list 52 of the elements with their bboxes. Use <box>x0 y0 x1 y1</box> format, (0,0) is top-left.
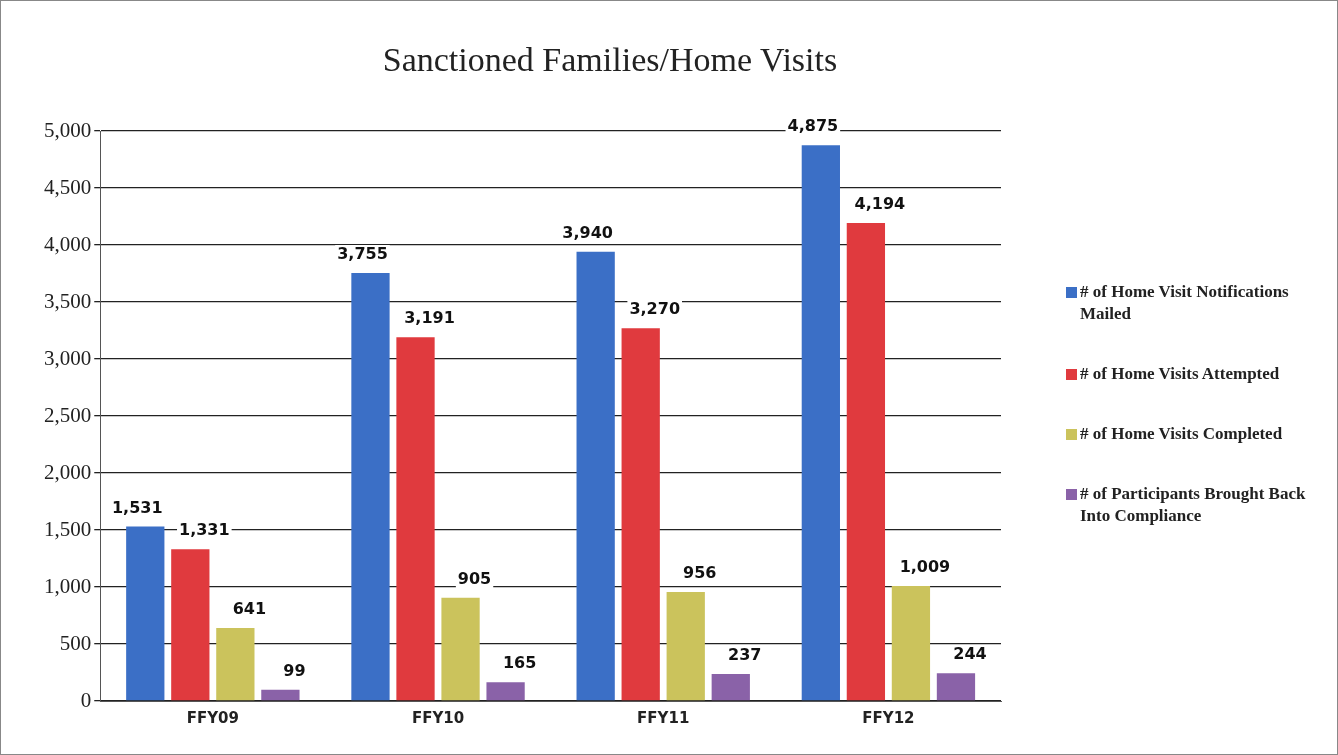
data-label: 1,331 <box>179 520 230 540</box>
y-tick-label: 2,500 <box>44 402 92 427</box>
legend-label: # of Home Visits Completed <box>1080 423 1283 445</box>
bar <box>441 597 480 701</box>
chart-title: Sanctioned Families/Home Visits <box>381 41 839 79</box>
data-label: 641 <box>232 599 267 619</box>
data-label: 99 <box>283 660 306 680</box>
legend-label: # of Home Visits Attempted <box>1080 363 1280 385</box>
y-tick-label: 3,000 <box>44 345 92 370</box>
data-label: 165 <box>502 653 537 673</box>
data-label: 3,755 <box>337 244 388 264</box>
x-tick-label: FFY09 <box>186 708 239 727</box>
y-tick-label: 1,500 <box>44 516 92 541</box>
data-label: 905 <box>457 568 492 588</box>
y-tick-label: 4,500 <box>44 174 92 199</box>
bar <box>891 585 931 701</box>
data-label: 3,191 <box>404 308 455 328</box>
x-tick-label: FFY10 <box>411 708 465 727</box>
bar <box>576 251 615 701</box>
y-tick-label: 1,000 <box>44 573 92 598</box>
bar <box>396 337 435 701</box>
y-tick-label: 4,000 <box>44 231 92 256</box>
bar <box>846 222 886 701</box>
data-label: 1,531 <box>111 497 163 517</box>
bar <box>936 673 976 701</box>
bar <box>666 592 705 701</box>
bar <box>216 627 255 701</box>
y-tick-label: 3,500 <box>44 288 92 313</box>
y-tick-label: 0 <box>80 687 92 712</box>
legend-label: # of Participants Brought Back Into Compliance <box>1080 483 1307 527</box>
data-label: 4,194 <box>854 194 906 214</box>
x-tick-label: FFY12 <box>862 708 915 727</box>
bar <box>801 145 840 701</box>
bar <box>711 673 750 701</box>
bar <box>261 689 300 701</box>
data-label: 237 <box>728 645 762 665</box>
bar <box>126 526 165 701</box>
x-tick-label: FFY11 <box>637 708 690 727</box>
data-label: 1,009 <box>899 557 951 577</box>
data-label: 3,270 <box>629 299 680 319</box>
legend-label: # of Home Visit Notifications Mailed <box>1080 281 1290 325</box>
data-label: 956 <box>683 563 717 583</box>
bar <box>351 272 390 701</box>
data-label: 4,875 <box>787 116 839 136</box>
y-tick-label: 2,000 <box>44 459 92 484</box>
bar <box>486 682 525 701</box>
data-label: 3,940 <box>562 223 613 242</box>
y-tick-label: 5,000 <box>44 117 92 142</box>
bar <box>621 328 660 701</box>
data-label: 244 <box>953 644 987 664</box>
bar <box>171 549 210 701</box>
y-tick-label: 500 <box>59 630 92 655</box>
